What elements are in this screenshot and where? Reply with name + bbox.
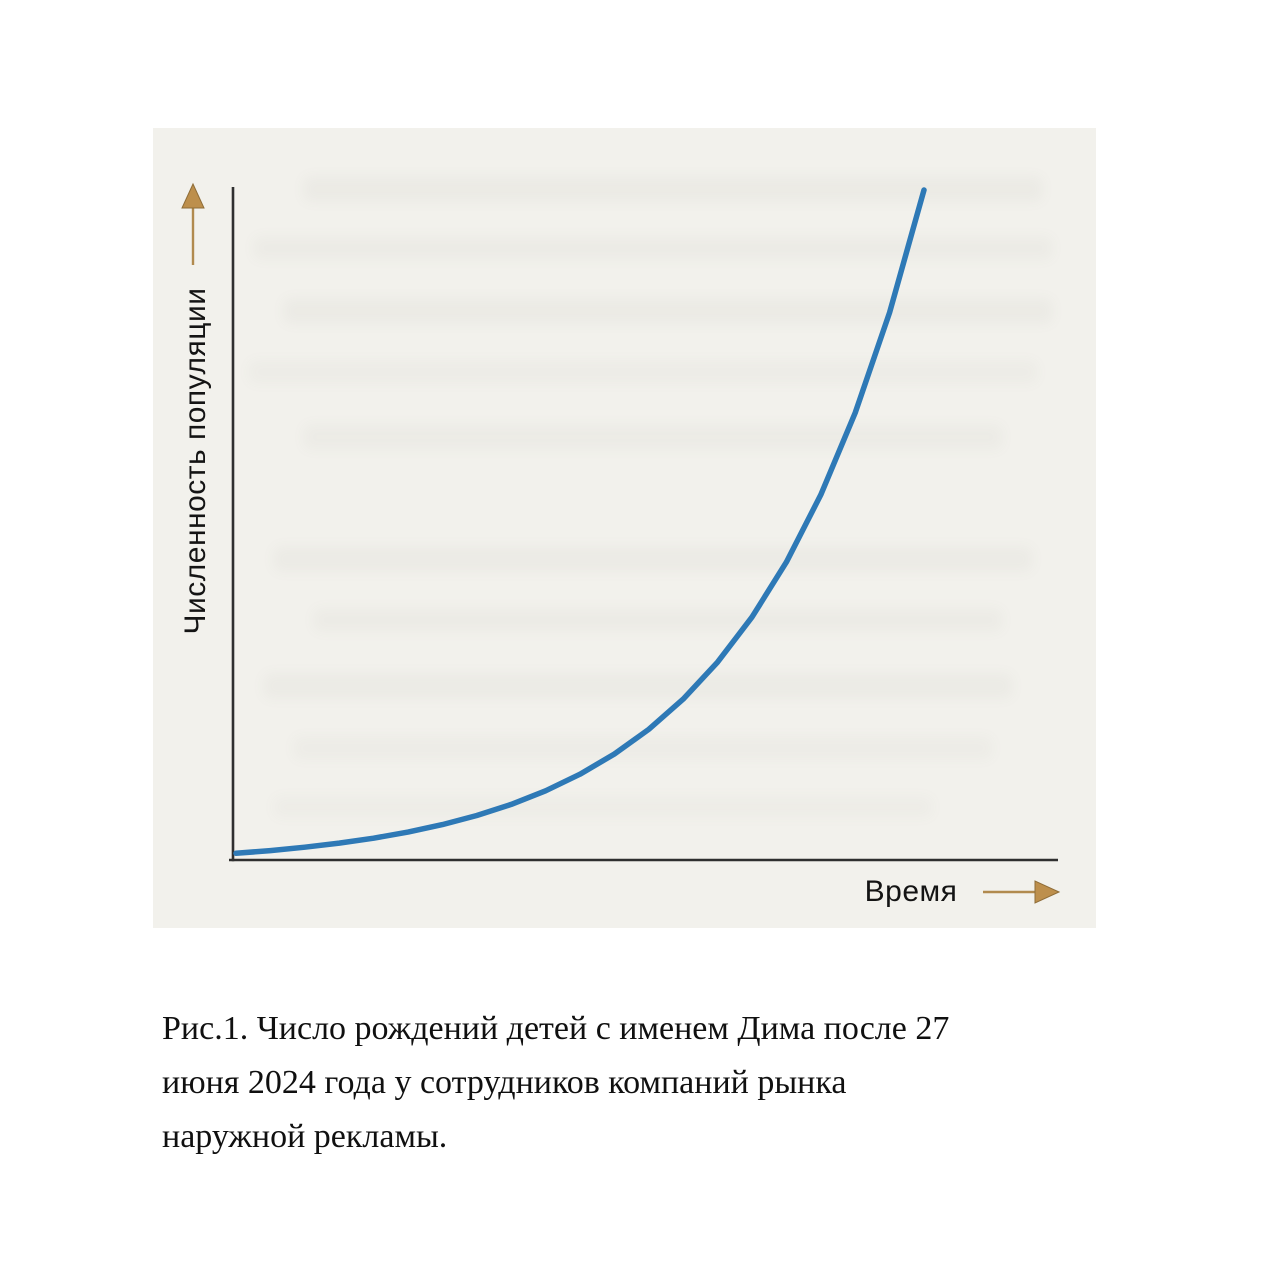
- bleedthrough-band: [273, 546, 1033, 572]
- caption-line: наружной рекламы.: [162, 1118, 448, 1155]
- x-axis-label: Время: [864, 875, 958, 908]
- bleedthrough-band: [303, 424, 1003, 450]
- caption-line: июня 2024 года у сотрудников компаний ры…: [162, 1064, 847, 1101]
- bleedthrough-band: [273, 796, 933, 818]
- up-arrow-icon: [181, 182, 205, 265]
- right-arrow-icon: [983, 880, 1061, 904]
- caption-line: Рис.1. Число рождений детей с именем Дим…: [162, 1010, 950, 1047]
- growth-chart: [181, 182, 1061, 904]
- figure-caption: Рис.1. Число рождений детей с именем Дим…: [162, 1002, 1122, 1164]
- bleedthrough-band: [248, 360, 1038, 384]
- bleedthrough-band: [263, 673, 1013, 699]
- population-curve: [233, 187, 927, 857]
- figure-panel: Численность популяции Время: [153, 128, 1096, 928]
- y-axis-label: Численность популяции: [179, 287, 212, 635]
- bleedthrough-band: [283, 298, 1053, 324]
- bleedthrough-band: [293, 736, 993, 760]
- bleedthrough-band: [313, 608, 1003, 632]
- bleedthrough-band: [253, 236, 1053, 260]
